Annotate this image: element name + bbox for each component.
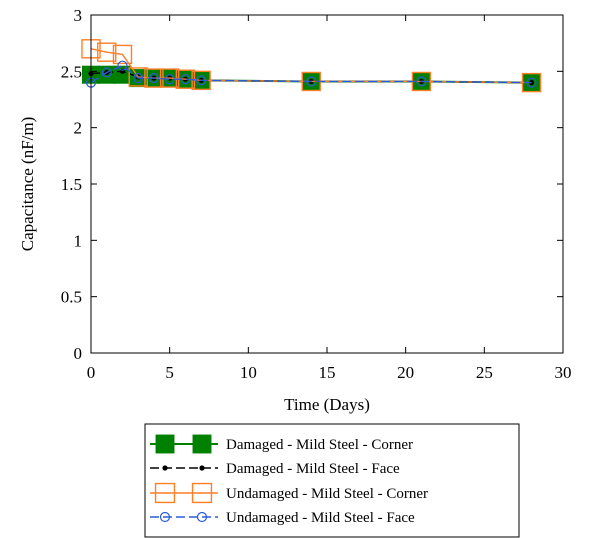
legend-marker — [196, 511, 208, 523]
x-tick-label: 30 — [555, 363, 572, 382]
x-tick-label: 0 — [87, 363, 96, 382]
series-4-point — [148, 72, 160, 84]
legend-label: Damaged - Mild Steel - Face — [226, 461, 400, 477]
legend-marker — [191, 482, 213, 504]
legend-label: Undamaged - Mild Steel - Face — [226, 510, 415, 526]
y-tick-label: 2.5 — [61, 62, 82, 81]
legend-item-1: Damaged - Mild Steel - Corner — [150, 434, 413, 454]
y-tick-label: 1.5 — [61, 175, 82, 194]
series-4-point — [196, 75, 207, 86]
legend-marker — [199, 465, 205, 471]
legend-marker — [155, 434, 175, 454]
series-3-point — [97, 42, 117, 62]
legend-label: Damaged - Mild Steel - Corner — [226, 437, 413, 453]
legend-marker — [192, 434, 212, 454]
plot-frame — [90, 14, 564, 354]
series-4-point — [101, 67, 112, 78]
axis-ticks: 0 5 10 15 20 25 30 0 0.5 1 1.5 2 2.5 3 — [61, 6, 572, 382]
series-4-point — [180, 74, 191, 85]
y-tick-label: 2 — [74, 119, 83, 138]
series-4-point — [526, 77, 537, 88]
plot-area — [81, 39, 542, 93]
legend-marker — [162, 465, 168, 471]
legend-label: Undamaged - Mild Steel - Corner — [226, 486, 428, 502]
series-4-line — [90, 64, 532, 84]
y-tick-label: 0 — [74, 344, 83, 363]
y-tick-label: 0.5 — [61, 288, 82, 307]
series-4-point — [164, 74, 175, 85]
legend-item-4: Undamaged - Mild Steel - Face — [150, 510, 415, 526]
x-tick-label: 5 — [165, 363, 174, 382]
series-3-point — [112, 44, 133, 65]
series-4-point — [117, 60, 128, 71]
legend-item-3: Undamaged - Mild Steel - Corner — [150, 482, 428, 504]
series-1-point — [113, 65, 132, 84]
series-3-point — [128, 67, 148, 87]
series-4-point — [133, 72, 144, 84]
legend: Damaged - Mild Steel - Corner Damaged - M… — [144, 423, 520, 538]
y-tick-label: 3 — [74, 6, 83, 25]
y-tick-label: 1 — [74, 231, 83, 250]
series-4-point — [306, 76, 317, 87]
legend-marker — [154, 482, 176, 504]
series-4 — [85, 60, 537, 88]
y-axis-label: Capacitance (nF/m) — [18, 117, 37, 252]
legend-marker — [159, 511, 171, 523]
x-tick-label: 25 — [476, 363, 493, 382]
x-axis-label: Time (Days) — [284, 395, 370, 414]
x-tick-label: 10 — [240, 363, 257, 382]
legend-item-2: Damaged - Mild Steel - Face — [150, 461, 400, 477]
series-4-point — [416, 76, 427, 87]
x-tick-label: 20 — [397, 363, 414, 382]
x-tick-label: 15 — [319, 363, 336, 382]
series-3-point — [521, 72, 542, 93]
